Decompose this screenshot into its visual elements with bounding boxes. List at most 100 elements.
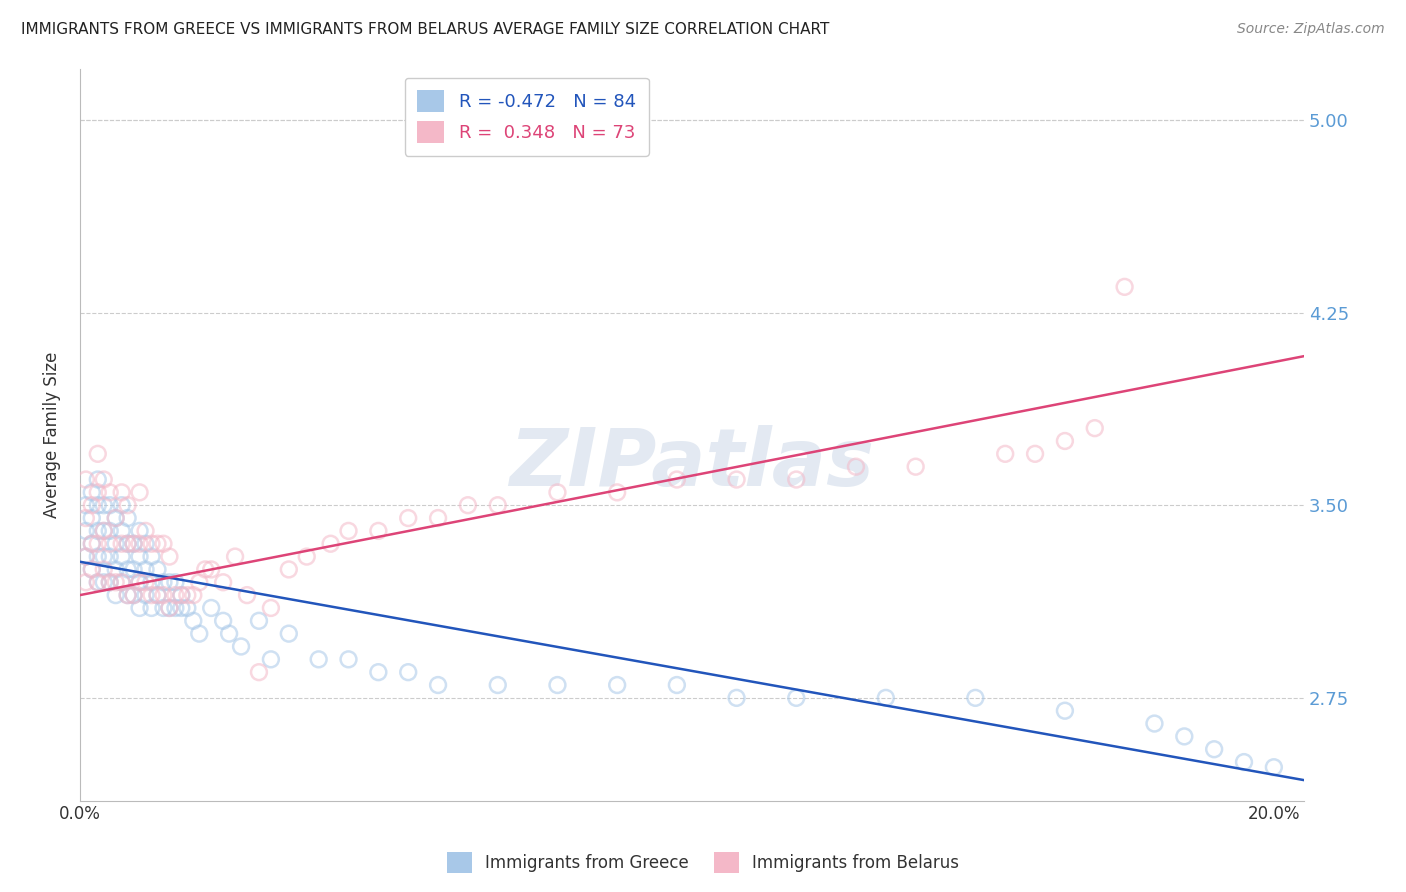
Point (152, 601, 174, 615)
Point (785, 690, 807, 705)
Point (80, 485, 103, 500)
Point (75, 511, 97, 525)
Point (104, 562, 127, 576)
Point (111, 485, 134, 500)
Point (260, 601, 283, 615)
Point (845, 459, 868, 474)
Point (80, 562, 103, 576)
Point (93, 498, 115, 512)
Point (128, 575, 150, 590)
Point (1053, 704, 1076, 718)
Point (157, 575, 180, 590)
Point (93, 473, 115, 487)
Point (128, 524, 150, 538)
Point (75, 473, 97, 487)
Legend: Immigrants from Greece, Immigrants from Belarus: Immigrants from Greece, Immigrants from … (440, 846, 966, 880)
Point (117, 588, 139, 602)
Point (277, 562, 299, 576)
Point (367, 665, 389, 680)
Point (224, 549, 246, 564)
Point (75, 549, 97, 564)
Text: Source: ZipAtlas.com: Source: ZipAtlas.com (1237, 22, 1385, 37)
Point (457, 498, 479, 512)
Point (87, 575, 110, 590)
Point (1143, 716, 1166, 731)
Point (104, 588, 127, 602)
Point (122, 537, 145, 551)
Point (87, 447, 110, 461)
Point (98, 575, 121, 590)
Point (80, 498, 103, 512)
Point (875, 690, 897, 705)
Point (122, 588, 145, 602)
Point (606, 485, 628, 500)
Point (1233, 755, 1256, 769)
Point (104, 511, 127, 525)
Point (1263, 760, 1285, 774)
Point (546, 485, 568, 500)
Point (965, 690, 987, 705)
Point (122, 562, 145, 576)
Point (170, 588, 193, 602)
Point (337, 524, 360, 538)
Point (128, 549, 150, 564)
Point (308, 652, 330, 666)
Point (93, 562, 115, 576)
Point (117, 511, 139, 525)
Point (141, 601, 163, 615)
Point (1204, 742, 1226, 756)
Point (1114, 280, 1136, 294)
Point (247, 665, 270, 680)
Point (141, 549, 163, 564)
Point (117, 588, 139, 602)
Point (212, 614, 235, 628)
Point (260, 652, 283, 666)
Point (87, 485, 110, 500)
Point (157, 601, 180, 615)
Point (152, 537, 174, 551)
Point (295, 549, 318, 564)
Point (165, 588, 187, 602)
Point (212, 575, 235, 590)
Point (396, 665, 419, 680)
Point (785, 473, 807, 487)
Point (75, 498, 97, 512)
Point (93, 524, 115, 538)
Point (80, 537, 103, 551)
Point (93, 549, 115, 564)
Point (141, 588, 163, 602)
Point (122, 537, 145, 551)
Point (146, 562, 169, 576)
Point (98, 537, 121, 551)
Point (87, 524, 110, 538)
Point (546, 678, 568, 692)
Point (87, 473, 110, 487)
Point (218, 626, 240, 640)
Point (200, 601, 222, 615)
Point (200, 562, 222, 576)
Point (427, 511, 450, 525)
Point (1084, 421, 1107, 435)
Point (111, 575, 134, 590)
Point (117, 537, 139, 551)
Point (80, 562, 103, 576)
Point (75, 549, 97, 564)
Point (135, 562, 157, 576)
Point (176, 601, 198, 615)
Point (141, 575, 163, 590)
Point (98, 524, 121, 538)
Point (75, 575, 97, 590)
Point (122, 588, 145, 602)
Point (194, 562, 217, 576)
Point (170, 588, 193, 602)
Point (117, 562, 139, 576)
Point (725, 690, 748, 705)
Point (486, 678, 509, 692)
Point (146, 537, 169, 551)
Y-axis label: Average Family Size: Average Family Size (44, 351, 60, 517)
Point (104, 511, 127, 525)
Point (236, 588, 259, 602)
Point (152, 575, 174, 590)
Point (117, 537, 139, 551)
Point (141, 537, 163, 551)
